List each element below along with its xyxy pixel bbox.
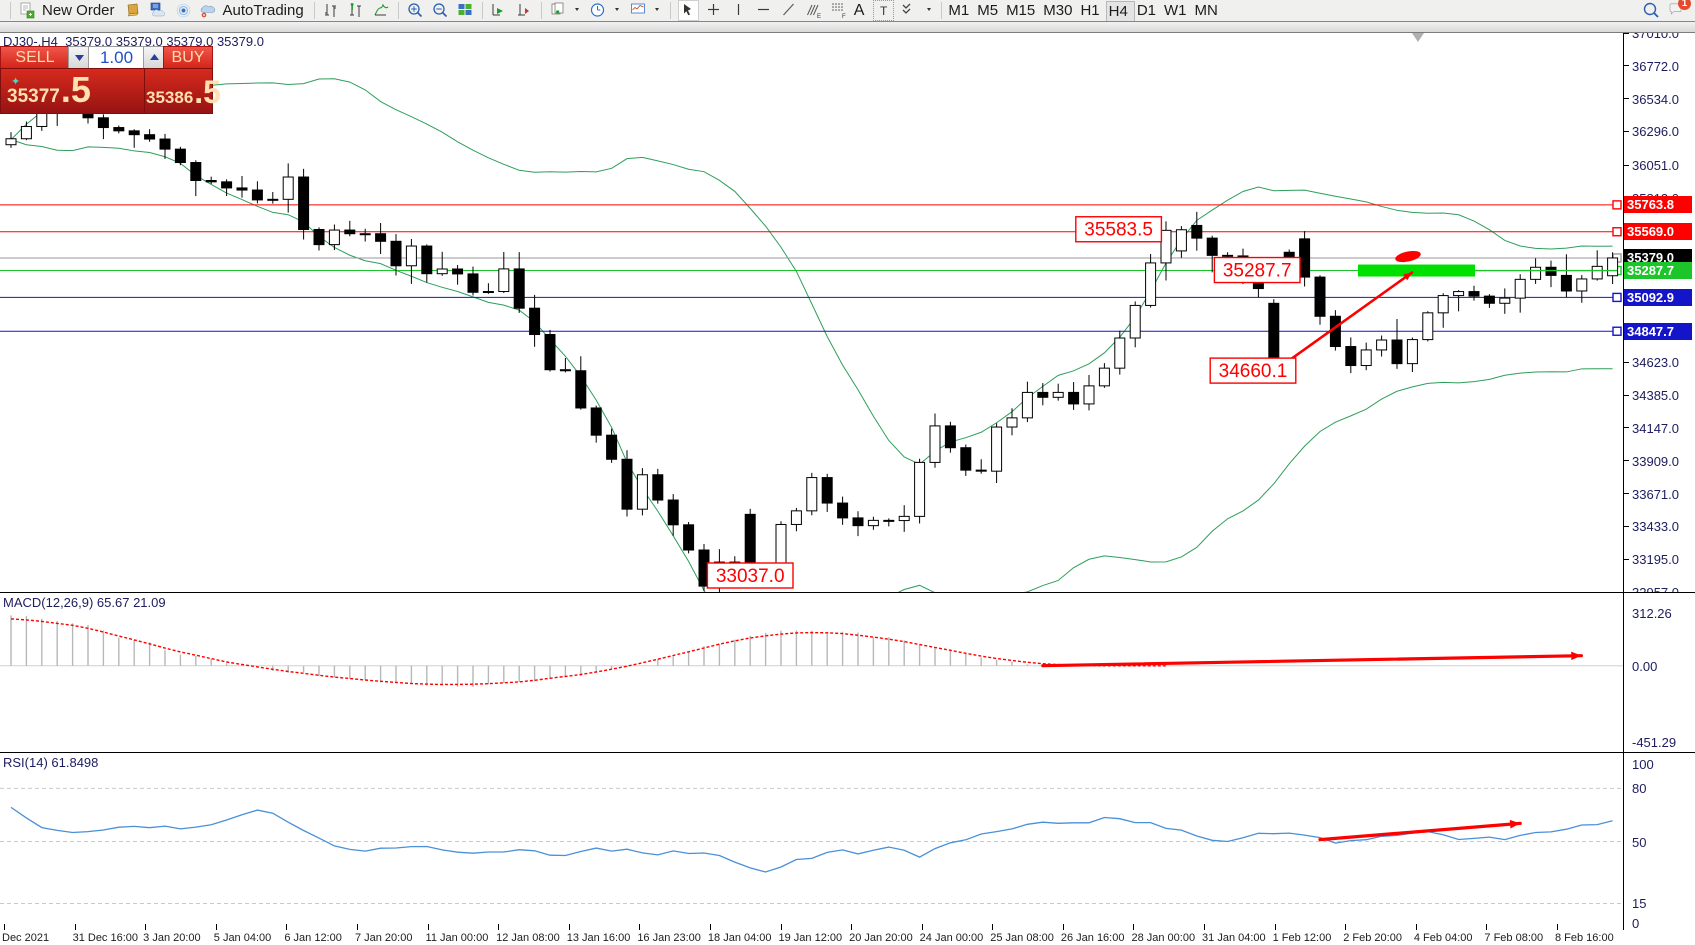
svg-text:E: E (817, 14, 821, 19)
svg-text:T: T (880, 4, 888, 18)
svg-text:35287.7: 35287.7 (1223, 261, 1292, 282)
svg-text:34660.1: 34660.1 (1219, 361, 1288, 382)
svg-text:35583.5: 35583.5 (1084, 220, 1153, 241)
svg-text:F: F (842, 14, 846, 19)
svg-text:33037.0: 33037.0 (716, 566, 785, 587)
